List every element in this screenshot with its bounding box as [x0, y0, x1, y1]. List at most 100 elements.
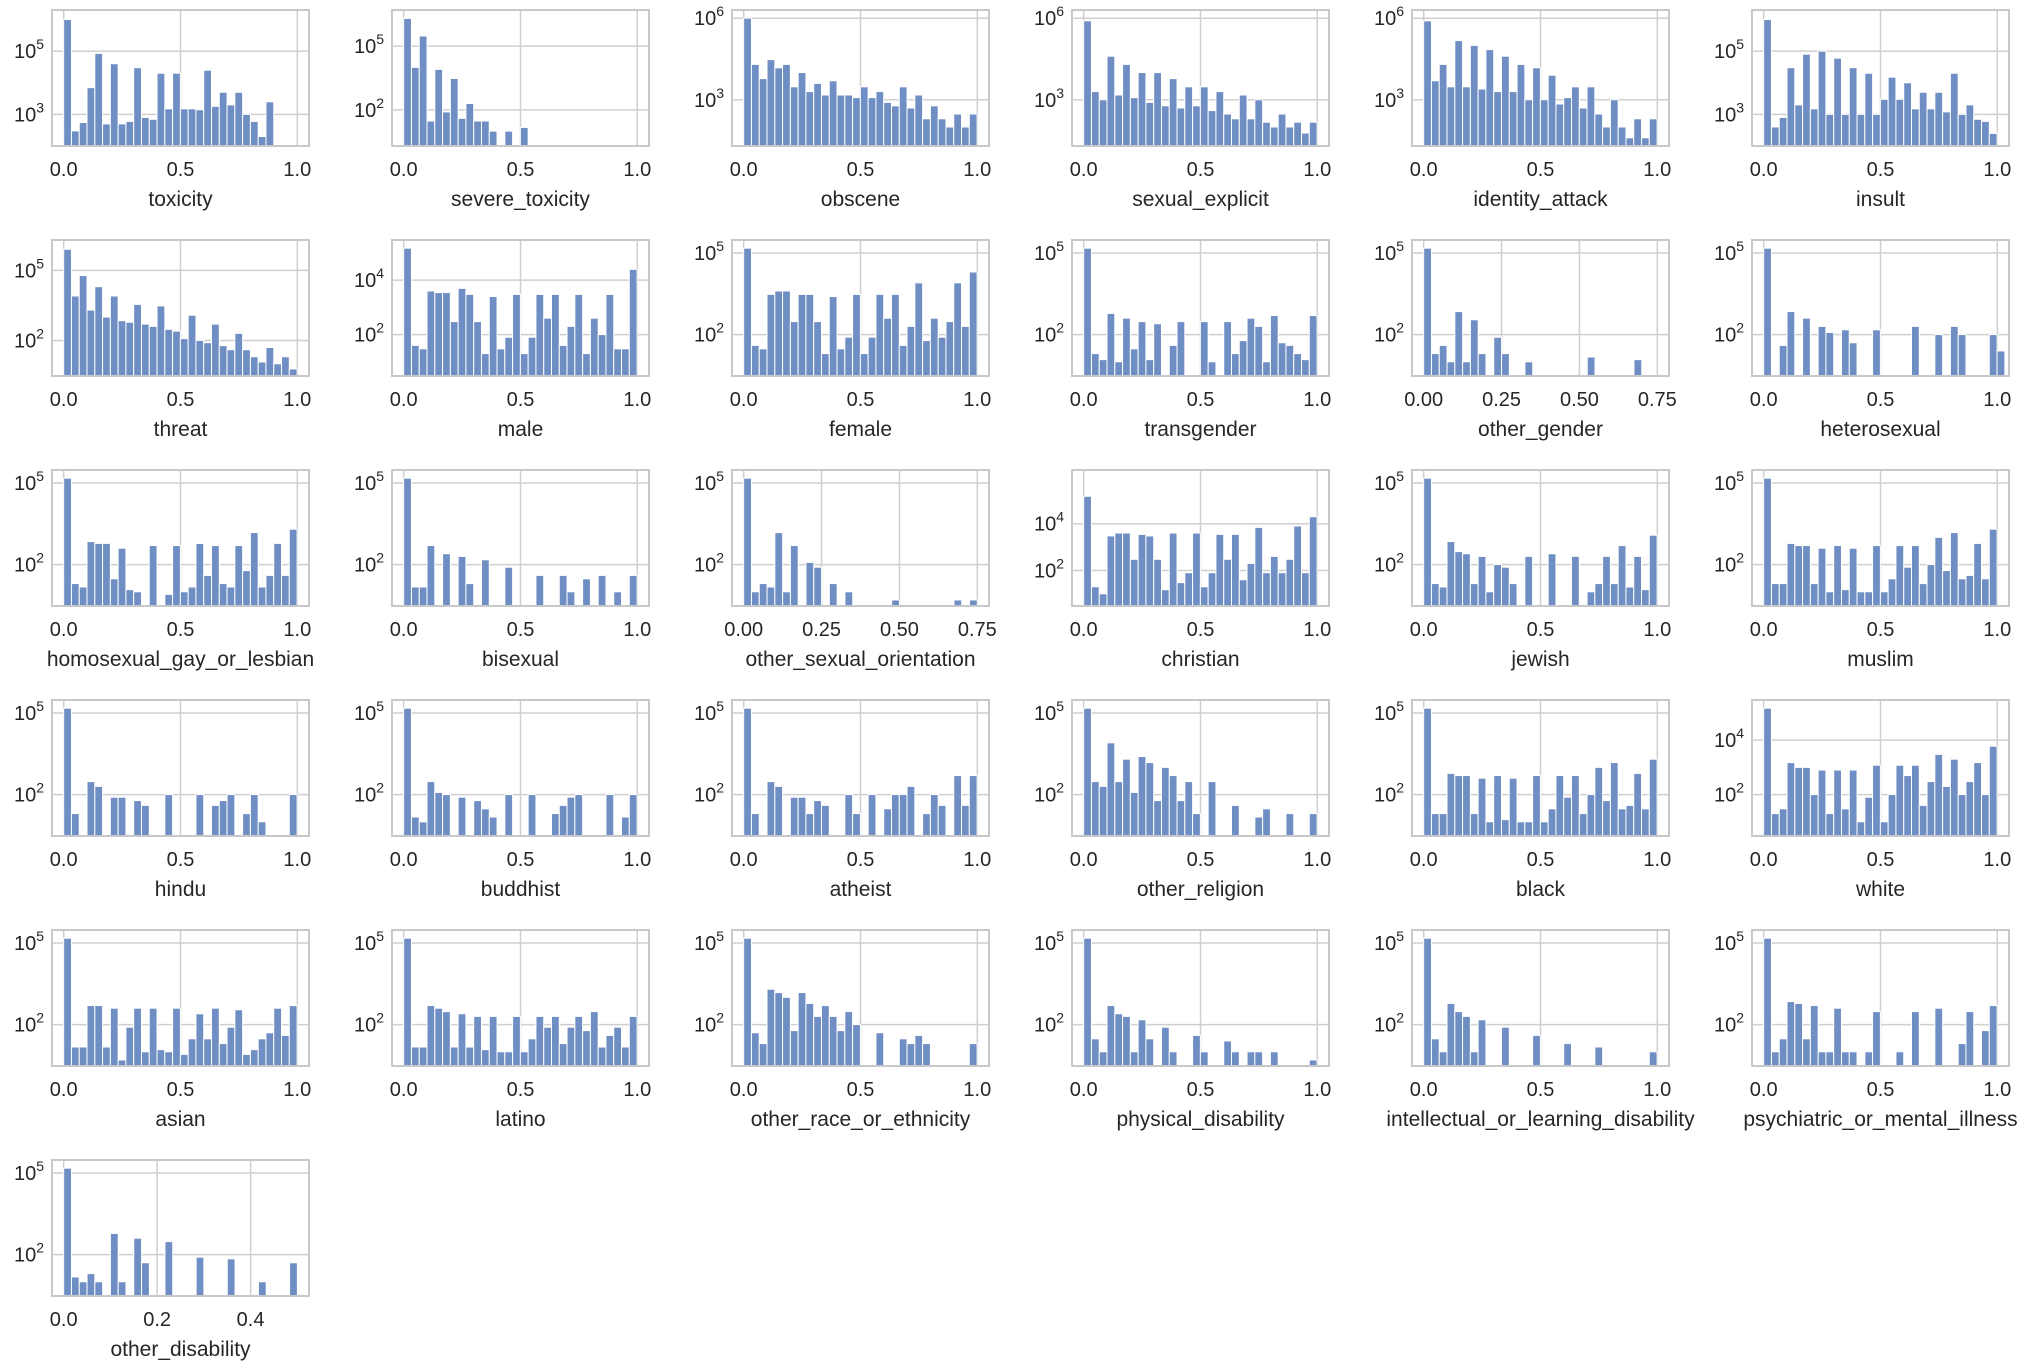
histogram-bar [1864, 1051, 1874, 1067]
x-tick-label: 1.0 [1303, 849, 1331, 871]
histogram-bar [179, 108, 189, 147]
histogram-bar [288, 1005, 298, 1067]
histogram-bar [226, 1258, 236, 1297]
histogram-bar [480, 120, 490, 147]
axes-frame [1751, 9, 2010, 147]
histogram-bar [836, 348, 846, 377]
histogram-bar [63, 19, 72, 147]
histogram-bar [403, 17, 412, 147]
histogram-bar [766, 293, 776, 377]
histogram-bar [1856, 113, 1866, 147]
histogram-bar [78, 586, 88, 607]
histogram-bar [805, 561, 815, 607]
x-tick-label: 0.5 [847, 1079, 875, 1101]
histogram-bar [813, 800, 822, 837]
histogram-panel-other_sexual_orientation: 102 105 0.00 0.25 0.50 0.75 other_sexual_orien… [694, 468, 997, 671]
histogram-bar [480, 559, 490, 607]
x-tick-label: 1.0 [1983, 389, 2011, 411]
histogram-bar [1594, 113, 1604, 147]
histogram-bar [1160, 105, 1170, 147]
x-tick-label: 1.0 [623, 619, 651, 641]
histogram-bar [265, 101, 275, 147]
histogram-bar [1423, 477, 1432, 607]
histogram-bar [1254, 1051, 1264, 1067]
x-tick-label: 0.5 [167, 389, 195, 411]
histogram-bar [1477, 555, 1487, 607]
histogram-bar [922, 118, 931, 147]
histogram-bar [1485, 49, 1495, 147]
histogram-bar [1223, 1040, 1233, 1067]
histogram-bar [566, 1026, 576, 1067]
histogram-bar [1184, 572, 1194, 607]
histogram-bar [140, 116, 150, 147]
histogram-bar [828, 296, 838, 377]
histogram-bar [1207, 110, 1217, 147]
histogram-bar [628, 574, 638, 607]
histogram-bar [1895, 1051, 1905, 1067]
histogram-bar [125, 589, 135, 607]
histogram-bar [1430, 1038, 1440, 1067]
x-tick-label: 1.0 [283, 619, 311, 641]
y-tick-label: 102 [14, 325, 44, 352]
y-tick-label: 102 [354, 95, 384, 122]
histogram-bar [488, 1015, 498, 1067]
histogram-bar [1122, 758, 1131, 837]
histogram-bar [968, 1043, 978, 1067]
x-axis-label: other_disability [110, 1338, 251, 1361]
histogram-bar [1199, 86, 1209, 147]
histogram-bar [628, 794, 638, 837]
histogram-bar [94, 286, 104, 377]
histogram-bar [605, 293, 615, 377]
x-tick-label: 1.0 [963, 159, 991, 181]
histogram-bar [1277, 342, 1287, 377]
histogram-bar [1168, 1051, 1178, 1067]
histogram-bar [1254, 816, 1264, 837]
histogram-bar [1864, 796, 1874, 837]
x-tick-label: 0.0 [50, 1309, 78, 1331]
histogram-bar [211, 323, 220, 377]
histogram-bar [288, 528, 298, 607]
histogram-bar [125, 120, 135, 147]
histogram-bar [551, 1015, 560, 1067]
x-axis-label: atheist [830, 878, 892, 901]
histogram-bar [758, 1043, 768, 1067]
histogram-bar [1083, 247, 1092, 377]
histogram-bar [1454, 311, 1464, 377]
histogram-bar [133, 303, 142, 377]
histogram-bar [519, 126, 529, 147]
histogram-bar [1879, 98, 1889, 147]
x-axis-label: christian [1161, 648, 1239, 671]
histogram-bar [1918, 91, 1928, 147]
histogram-bar [403, 707, 412, 837]
histogram-bar [242, 813, 251, 837]
histogram-bar [1817, 769, 1827, 837]
histogram-bar [187, 1038, 197, 1067]
histogram-bar [1262, 572, 1271, 607]
histogram-bar [1168, 78, 1178, 147]
histogram-bar [1129, 348, 1139, 377]
histogram-bar [1184, 781, 1194, 837]
x-axis-label: other_sexual_orientation [746, 648, 976, 671]
histogram-bar [1809, 583, 1819, 607]
histogram-bar [86, 1273, 96, 1297]
histogram-bar [1423, 20, 1432, 147]
histogram-bar [203, 1038, 213, 1067]
histogram-bar [1430, 353, 1440, 377]
x-tick-label: 0.5 [1187, 159, 1215, 181]
histogram-bar [63, 707, 72, 837]
y-tick-label: 102 [694, 1010, 724, 1037]
x-tick-label: 0.5 [1867, 849, 1895, 871]
axes-frame [391, 469, 650, 607]
histogram-bar [1199, 321, 1209, 377]
histogram-bar [1446, 541, 1456, 607]
histogram-bar [875, 293, 885, 377]
histogram-bar [1231, 118, 1240, 147]
histogram-bar [273, 1007, 283, 1067]
histogram-bar [867, 97, 877, 147]
histogram-bar [1430, 813, 1440, 837]
x-tick-label: 1.0 [283, 389, 311, 411]
histogram-bar [551, 813, 560, 837]
histogram-bar [434, 791, 444, 837]
histogram-bar [566, 325, 576, 377]
histogram-bar [914, 94, 924, 147]
